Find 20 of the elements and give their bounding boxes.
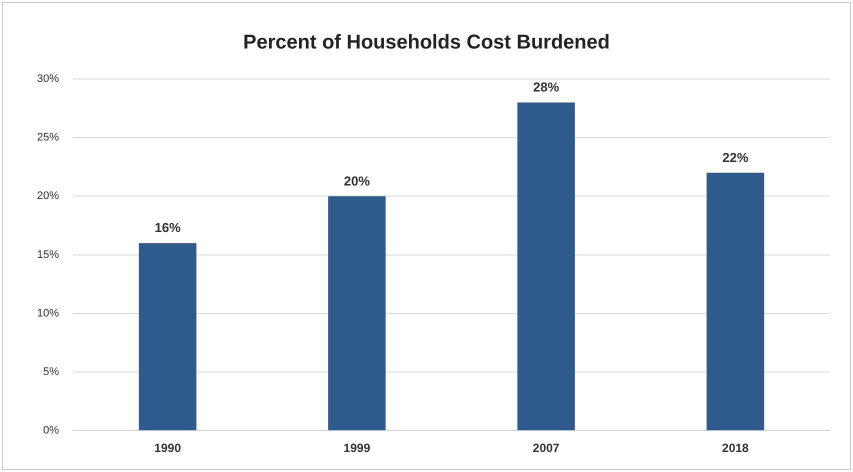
- data-label: 22%: [722, 150, 749, 165]
- bar: [517, 102, 575, 430]
- data-label: 16%: [154, 220, 182, 236]
- x-tick-label: 2018: [722, 441, 750, 456]
- y-tick-label: 25%: [36, 132, 60, 144]
- data-label: 28%: [533, 80, 560, 95]
- x-tick-label: 1990: [154, 441, 182, 456]
- y-tick-label: 15%: [36, 248, 60, 261]
- bar: [138, 243, 196, 430]
- x-tick-label: 1999: [344, 441, 371, 456]
- y-tick-label: 20%: [36, 190, 60, 202]
- y-tick-label: 0%: [43, 424, 60, 437]
- y-tick-label: 30%: [36, 73, 60, 86]
- bar: [706, 172, 764, 430]
- bar: [328, 196, 386, 430]
- x-tick-label: 2007: [532, 441, 560, 456]
- y-tick-label: 10%: [36, 307, 60, 320]
- chart-title: Percent of Households Cost Burdened: [243, 32, 610, 54]
- data-label: 20%: [344, 173, 370, 188]
- y-tick-label: 5%: [43, 366, 60, 378]
